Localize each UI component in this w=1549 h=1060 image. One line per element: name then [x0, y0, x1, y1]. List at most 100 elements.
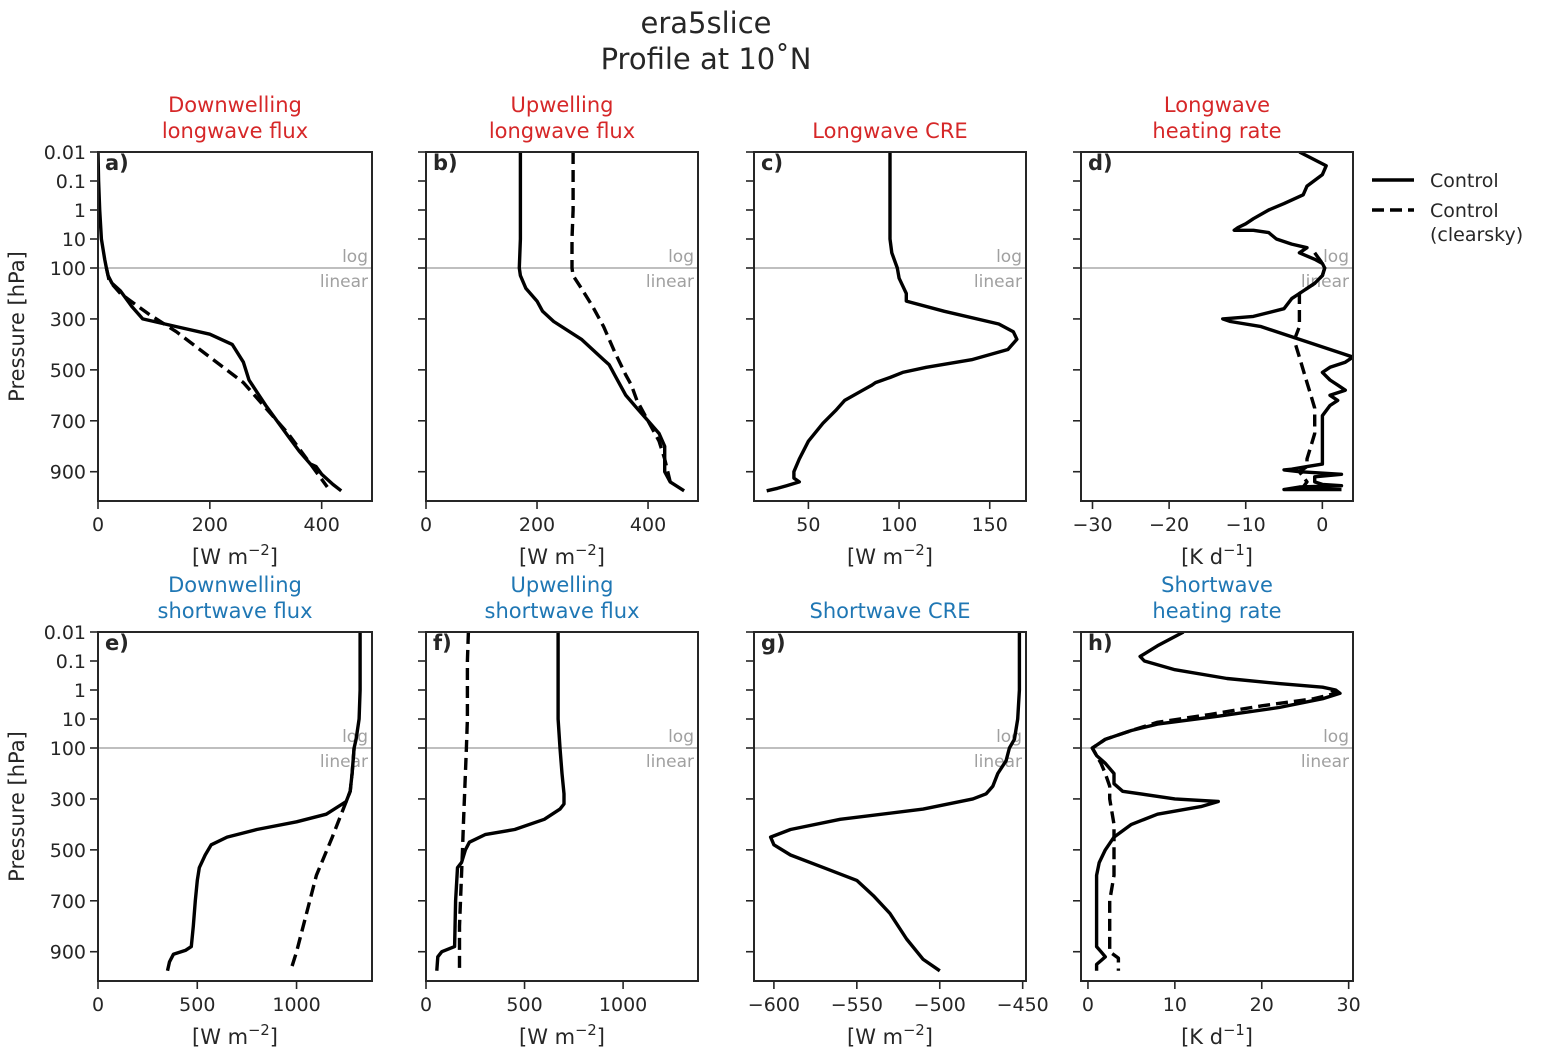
- series-group-c: [766, 152, 1019, 493]
- x-tick-label: 0: [92, 994, 104, 1016]
- y-tick-label: 0.1: [56, 171, 86, 193]
- series-line-solid: [435, 632, 566, 971]
- series-line-solid: [165, 632, 362, 972]
- x-tick-label: 200: [192, 514, 228, 536]
- panel-title-d: heating rate: [1152, 119, 1281, 143]
- y-tick-label: 0.1: [56, 651, 86, 673]
- x-tick-label: 400: [630, 514, 666, 536]
- panel-title-e: shortwave flux: [158, 599, 313, 623]
- x-axis-label: [W m−2]: [519, 1022, 605, 1049]
- series-group-e: [165, 632, 362, 972]
- series-group-a: [98, 152, 343, 493]
- panel-label: d): [1088, 151, 1113, 175]
- panel-title-a: longwave flux: [162, 119, 308, 143]
- series-line-dashed: [1090, 688, 1338, 971]
- panel-g: Shortwave CRE log linear g) −600 −550 −500 −450…: [746, 599, 1049, 1049]
- axes-frame: [97, 151, 373, 502]
- panel-title-h: heating rate: [1152, 599, 1281, 623]
- x-tick-label: −30: [1072, 514, 1112, 536]
- series-line-dashed: [104, 267, 329, 489]
- panel-label: h): [1088, 631, 1113, 655]
- panel-title-h: Shortwave: [1161, 573, 1273, 597]
- axes-frame: [97, 631, 373, 982]
- x-axis-label: [K d−1]: [1181, 1022, 1253, 1049]
- x-tick-label: 0: [92, 514, 104, 536]
- series-group-b: [517, 152, 686, 493]
- x-tick-label: −10: [1226, 514, 1266, 536]
- x-tick-label: −600: [748, 994, 800, 1016]
- x-tick-label: −550: [831, 994, 883, 1016]
- x-tick-label: 0: [420, 994, 432, 1016]
- series-line-solid: [98, 152, 343, 493]
- panel-title-f: shortwave flux: [485, 599, 640, 623]
- y-tick-label: 1: [74, 200, 86, 222]
- x-tick-label: 20: [1250, 994, 1274, 1016]
- linear-label: linear: [1301, 752, 1349, 772]
- linear-label: linear: [1301, 272, 1349, 292]
- x-axis-label: [W m−2]: [519, 542, 605, 569]
- x-axis-label: [K d−1]: [1181, 542, 1253, 569]
- log-label: log: [1323, 247, 1349, 267]
- series-line-solid: [517, 152, 686, 493]
- panel-label: a): [105, 151, 129, 175]
- linear-label: linear: [320, 752, 368, 772]
- panel-title-g: Shortwave CRE: [810, 599, 971, 623]
- y-tick-label: 0.01: [44, 142, 86, 164]
- series-group-f: [435, 632, 566, 971]
- y-tick-label: 1: [74, 680, 86, 702]
- series-line-dashed: [1293, 251, 1327, 493]
- y-tick-label: 300: [50, 309, 86, 331]
- x-tick-label: 0: [420, 514, 432, 536]
- x-axis-label: [W m−2]: [847, 1022, 933, 1049]
- series-line-solid: [1221, 152, 1353, 492]
- series-line-dashed: [288, 747, 356, 972]
- y-tick-label: 100: [50, 738, 86, 760]
- y-tick-label: 700: [50, 411, 86, 433]
- panel-title-c: Longwave CRE: [812, 119, 967, 143]
- y-tick-label: 900: [50, 942, 86, 964]
- x-tick-label: 400: [304, 514, 340, 536]
- panel-title-b: longwave flux: [489, 119, 635, 143]
- panel-title-f: Upwelling: [511, 573, 614, 597]
- panel-label: c): [761, 151, 783, 175]
- panel-title-e: Downwelling: [168, 573, 302, 597]
- panel-label: f): [433, 631, 452, 655]
- x-tick-label: 1000: [599, 994, 647, 1016]
- linear-label: linear: [646, 272, 694, 292]
- y-axis-label: Pressure [hPa]: [5, 731, 29, 882]
- legend-label: Control: [1430, 200, 1499, 222]
- panel-title-a: Downwelling: [168, 93, 302, 117]
- linear-label: linear: [974, 272, 1022, 292]
- x-tick-label: 0: [1316, 514, 1328, 536]
- panel-label: g): [761, 631, 786, 655]
- figure-title-line2: Profile at 10˚N: [601, 42, 812, 76]
- x-tick-label: −20: [1149, 514, 1189, 536]
- x-tick-label: 150: [972, 514, 1008, 536]
- y-tick-label: 500: [50, 360, 86, 382]
- log-label: log: [1323, 727, 1349, 747]
- x-tick-label: 10: [1163, 994, 1187, 1016]
- y-tick-label: 100: [50, 258, 86, 280]
- x-tick-label: 1000: [272, 994, 320, 1016]
- y-axis-label: Pressure [hPa]: [5, 251, 29, 402]
- log-label: log: [996, 247, 1022, 267]
- series-line-solid: [766, 152, 1019, 493]
- linear-label: linear: [974, 752, 1022, 772]
- x-tick-label: −450: [997, 994, 1049, 1016]
- panel-label: e): [105, 631, 129, 655]
- y-tick-label: 10: [62, 229, 86, 251]
- panel-title-b: Upwelling: [511, 93, 614, 117]
- axes-frame: [1080, 631, 1354, 982]
- x-tick-label: 200: [519, 514, 555, 536]
- y-tick-label: 900: [50, 462, 86, 484]
- log-label: log: [668, 727, 694, 747]
- x-axis-label: [W m−2]: [847, 542, 933, 569]
- x-axis-label: [W m−2]: [192, 542, 278, 569]
- axes-frame: [425, 151, 699, 502]
- series-group-g: [768, 632, 1022, 973]
